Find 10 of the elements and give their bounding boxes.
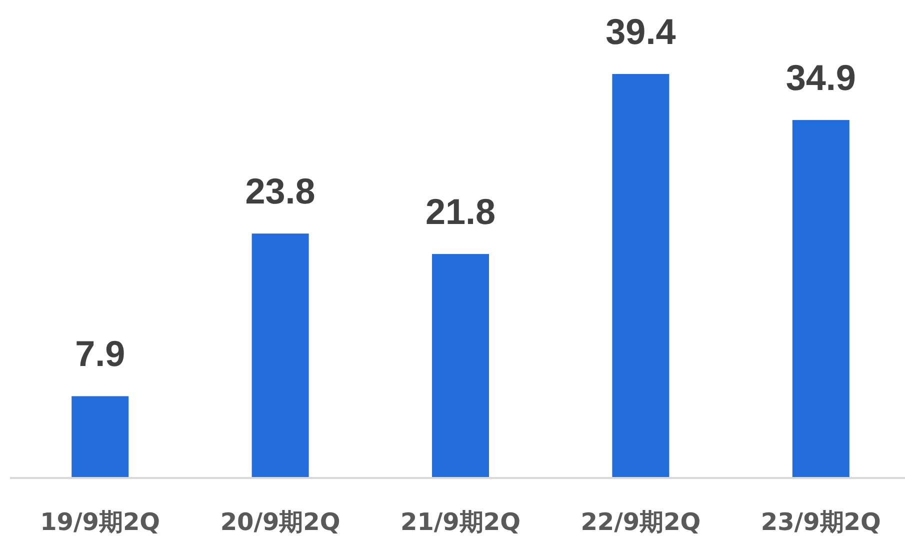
data-label: 23.8 bbox=[245, 170, 316, 212]
x-tick-label: 23/9期2Q bbox=[760, 508, 881, 536]
x-tick-label: 19/9期2Q bbox=[40, 508, 160, 536]
data-label: 39.4 bbox=[606, 11, 676, 52]
x-tick-label: 21/9期2Q bbox=[400, 508, 520, 536]
x-tick-label: 20/9期2Q bbox=[220, 508, 340, 536]
data-label: 34.9 bbox=[786, 57, 856, 98]
data-label: 7.9 bbox=[75, 333, 126, 374]
data-label: 21.8 bbox=[425, 191, 496, 232]
x-tick-label: 22/9期2Q bbox=[580, 508, 701, 536]
